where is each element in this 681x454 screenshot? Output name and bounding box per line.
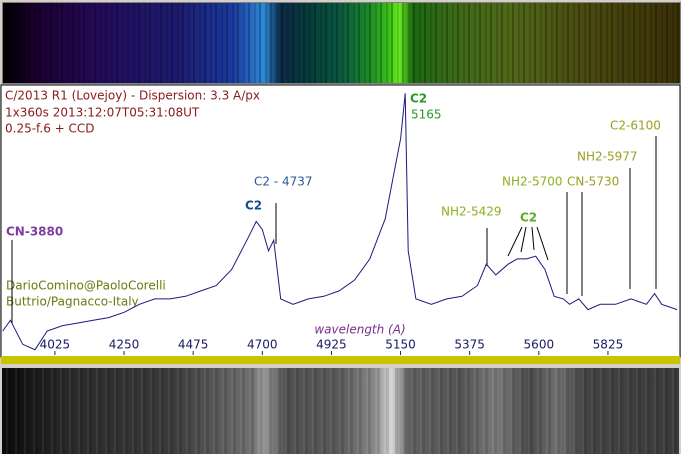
- annotation-line: [507, 226, 523, 257]
- annotation: C2: [245, 199, 262, 213]
- x-tick-label: 5150: [385, 338, 416, 352]
- x-tick-label: 4925: [316, 338, 347, 352]
- annotation: CN-5730: [567, 175, 619, 189]
- x-tick-label: 4475: [178, 338, 209, 352]
- chart: C/2013 R1 (Lovejoy) - Dispersion: 3.3 A/…: [0, 84, 681, 364]
- plot-area: [0, 84, 681, 358]
- annotation: NH2-5977: [577, 150, 638, 164]
- annotation: 5165: [411, 108, 442, 122]
- credit-text: Buttrio/Pagnacco-Italy: [6, 295, 139, 309]
- spectrum-strip: [2, 2, 681, 84]
- plot-border: [1, 356, 680, 364]
- x-axis-label: wavelength (A): [314, 323, 405, 337]
- annotation-line: [536, 226, 549, 261]
- annotation: C2: [410, 92, 427, 106]
- annotation: C2: [520, 211, 537, 225]
- x-tick-label: 5375: [454, 338, 485, 352]
- spectrum-line: [2, 93, 678, 351]
- x-tick-label: 5600: [524, 338, 555, 352]
- x-tick-label: 4250: [109, 338, 140, 352]
- annotation-line: [531, 226, 535, 251]
- x-tick-label: 4025: [40, 338, 71, 352]
- info-text: C/2013 R1 (Lovejoy) - Dispersion: 3.3 A/…: [5, 89, 260, 103]
- annotation: NH2-5429: [441, 205, 502, 219]
- annotation: NH2-5700: [502, 175, 563, 189]
- info-text: 1x360s 2013:12:07T05:31:08UT: [5, 106, 200, 120]
- x-tick-label: 4700: [247, 338, 278, 352]
- annotation: CN-3880: [6, 225, 63, 239]
- info-text: 0.25-f.6 + CCD: [5, 122, 95, 136]
- credit-text: DarioComino@PaoloCorelli: [6, 279, 166, 293]
- x-tick-label: 5825: [593, 338, 624, 352]
- annotation-line: [520, 226, 527, 253]
- annotation: C2-6100: [610, 119, 661, 133]
- annotation: C2 - 4737: [254, 175, 313, 189]
- spectrum-image: [2, 368, 679, 454]
